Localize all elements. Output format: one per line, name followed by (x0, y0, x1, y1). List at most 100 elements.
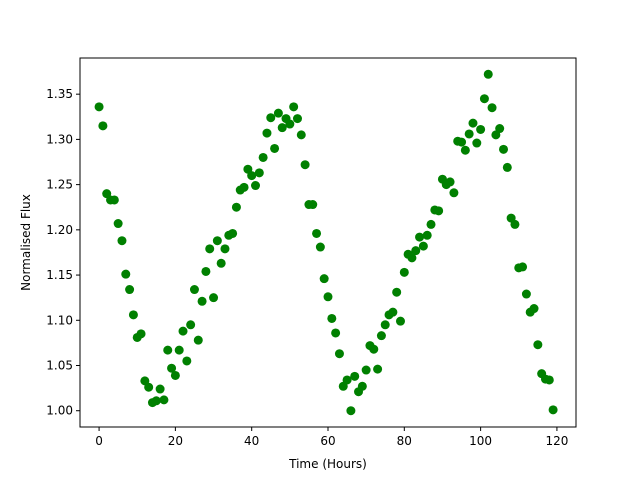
data-point (312, 228, 322, 238)
data-point (144, 382, 154, 392)
y-tick-label: 1.20 (46, 223, 73, 237)
data-point (189, 285, 199, 295)
data-point (155, 384, 165, 394)
data-point (495, 124, 505, 134)
y-tick-label: 1.00 (46, 404, 73, 418)
data-point (415, 232, 425, 242)
data-point (350, 371, 360, 381)
data-point (510, 219, 520, 229)
data-point (228, 228, 238, 238)
data-point (392, 287, 402, 297)
data-point (376, 331, 386, 341)
data-point (483, 69, 493, 79)
data-points (94, 69, 558, 416)
x-tick-label: 60 (320, 434, 335, 448)
data-point (258, 152, 268, 162)
data-point (193, 335, 203, 345)
data-point (327, 313, 337, 323)
x-axis-label: Time (Hours) (288, 457, 367, 471)
data-point (361, 365, 371, 375)
y-tick-label: 1.10 (46, 313, 73, 327)
data-point (518, 262, 528, 272)
data-point (151, 396, 161, 406)
y-tick-label: 1.35 (46, 87, 73, 101)
data-point (201, 266, 211, 276)
data-point (346, 406, 356, 416)
data-point (94, 102, 104, 112)
data-point (159, 395, 169, 405)
data-point (472, 138, 482, 148)
data-point (380, 320, 390, 330)
data-point (220, 244, 230, 254)
data-point (167, 363, 177, 373)
x-axis-ticks: 0 20 40 60 80 100 120 (95, 427, 568, 448)
data-point (109, 195, 119, 205)
data-point (426, 219, 436, 229)
data-point (449, 188, 459, 198)
data-point (533, 340, 543, 350)
y-tick-label: 1.25 (46, 178, 73, 192)
data-point (186, 320, 196, 330)
data-point (296, 130, 306, 140)
data-point (247, 171, 257, 181)
data-point (315, 242, 325, 252)
data-point (464, 129, 474, 139)
data-point (422, 230, 432, 240)
data-point (178, 326, 188, 336)
y-axis-label: Normalised Flux (19, 194, 33, 291)
data-point (170, 370, 180, 380)
data-point (499, 144, 509, 154)
data-point (373, 364, 383, 374)
data-point (319, 274, 329, 284)
data-point (113, 219, 123, 229)
data-point (418, 241, 428, 251)
data-point (502, 162, 512, 172)
data-point (212, 236, 222, 246)
data-point (98, 121, 108, 131)
data-point (521, 289, 531, 299)
data-point (205, 244, 215, 254)
data-point (334, 349, 344, 359)
data-point (270, 143, 280, 153)
data-point (411, 246, 421, 256)
data-point (476, 124, 486, 134)
data-point (388, 307, 398, 317)
x-tick-label: 40 (244, 434, 259, 448)
data-point (548, 405, 558, 415)
data-point (544, 375, 554, 385)
data-point (460, 145, 470, 155)
data-point (231, 202, 241, 212)
data-point (174, 345, 184, 355)
data-point (529, 304, 539, 314)
data-point (121, 269, 131, 279)
data-point (262, 128, 272, 138)
data-point (369, 344, 379, 354)
data-point (251, 181, 261, 191)
x-tick-label: 120 (545, 434, 568, 448)
data-point (117, 236, 127, 246)
data-point (308, 200, 318, 210)
data-point (407, 253, 417, 263)
data-point (197, 296, 207, 306)
data-point (399, 267, 409, 277)
data-point (434, 206, 444, 216)
data-point (125, 285, 135, 295)
data-point (128, 310, 138, 320)
data-point (445, 177, 455, 187)
data-point (300, 160, 310, 170)
data-point (216, 258, 226, 268)
y-tick-label: 1.05 (46, 359, 73, 373)
x-tick-label: 0 (95, 434, 103, 448)
data-point (331, 328, 341, 338)
data-point (468, 118, 478, 128)
x-tick-label: 100 (469, 434, 492, 448)
data-point (266, 113, 276, 123)
data-point (273, 108, 283, 118)
data-point (342, 375, 352, 385)
data-point (163, 345, 173, 355)
x-tick-label: 80 (397, 434, 412, 448)
data-point (292, 114, 302, 124)
data-point (357, 381, 367, 391)
